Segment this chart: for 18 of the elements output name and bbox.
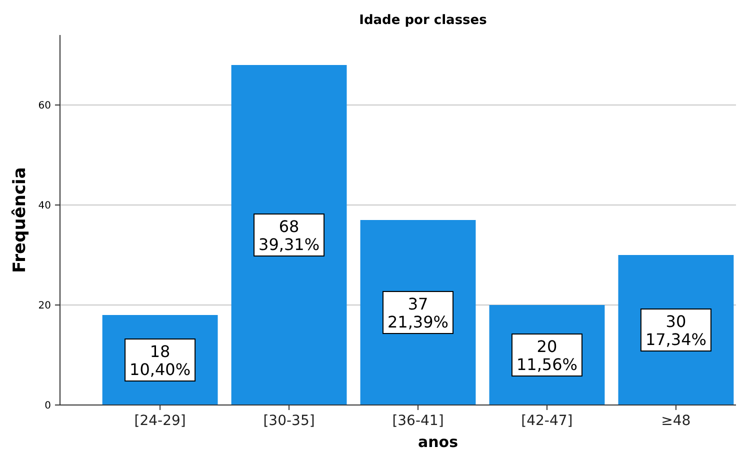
chart-title: Idade por classes	[359, 13, 488, 28]
data-label: 18 10,40%	[130, 342, 191, 379]
y-tick-label: 20	[38, 300, 51, 312]
bar	[231, 65, 347, 405]
y-tick-label: 0	[44, 400, 51, 412]
x-axis-title: anos	[418, 433, 458, 451]
data-label: 37 21,39%	[387, 294, 449, 332]
x-tick-label: ≥48	[661, 413, 691, 429]
data-label: 68 39,31%	[258, 217, 320, 254]
x-tick-label: [30-35]	[263, 413, 315, 429]
x-tick-label: [36-41]	[392, 413, 444, 429]
y-tick-label: 60	[38, 100, 51, 112]
data-label: 20 11,56%	[516, 337, 578, 374]
x-tick-label: [24-29]	[134, 413, 186, 429]
data-label: 30 17,34%	[645, 312, 706, 349]
x-tick-label: [42-47]	[521, 413, 573, 429]
y-tick-label: 40	[38, 200, 51, 212]
y-axis-title: Frequência	[10, 167, 30, 273]
